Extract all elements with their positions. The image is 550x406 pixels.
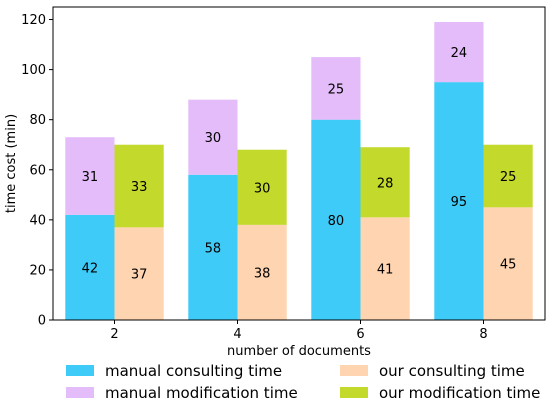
- x-axis-label: number of documents: [227, 344, 371, 359]
- bar-value-label: 41: [377, 263, 394, 278]
- bar-value-label: 25: [500, 170, 517, 185]
- y-tick-label: 0: [38, 314, 46, 329]
- x-axis: 2 4 6 8: [110, 320, 488, 342]
- bar-value-label: 28: [377, 176, 394, 191]
- y-tick-label: 120: [21, 13, 46, 28]
- bar-manual-consulting-time-4: [188, 174, 238, 320]
- bar-value-label: 38: [254, 266, 271, 281]
- bar-value-label: 37: [131, 268, 148, 283]
- bar-our-consulting-time-4: [237, 224, 287, 320]
- y-tick-label: 20: [29, 263, 46, 278]
- plot-frame: [52, 6, 546, 321]
- legend-swatch: [340, 365, 368, 376]
- bars-layer: [65, 22, 533, 321]
- y-tick-label: 40: [29, 213, 46, 228]
- bar-value-label: 58: [205, 241, 222, 256]
- bar-manual-consulting-time-2: [65, 214, 115, 320]
- bar-manual-consulting-time-8: [434, 82, 484, 321]
- legend-swatch: [66, 365, 94, 376]
- bar-manual-modification-time-2: [65, 137, 115, 215]
- bar-value-label: 42: [82, 261, 99, 276]
- x-tick-label: 2: [110, 327, 118, 342]
- bar-value-label: 95: [451, 195, 468, 210]
- bar-value-label: 24: [451, 46, 468, 61]
- x-tick-label: 6: [356, 327, 364, 342]
- bar-our-modification-time-2: [114, 144, 164, 228]
- y-tick-label: 100: [21, 63, 46, 78]
- legend-label: manual consulting time: [105, 362, 282, 380]
- bar-our-consulting-time-8: [483, 207, 533, 320]
- legend-label: manual modification time: [105, 384, 298, 402]
- bar-our-consulting-time-2: [114, 227, 164, 320]
- bar-value-labels: 42 31 37 33 58 30 38 30 80 25 41 28 95 24 45 25: [82, 46, 517, 283]
- y-axis: 0 20 40 60 80 100 120: [21, 13, 53, 329]
- legend-swatch: [66, 387, 94, 398]
- bar-value-label: 33: [131, 180, 148, 195]
- bar-manual-modification-time-8: [434, 22, 484, 83]
- y-tick-label: 80: [29, 113, 46, 128]
- bar-our-consulting-time-6: [360, 217, 410, 320]
- bar-value-label: 30: [254, 181, 271, 196]
- bar-value-label: 80: [328, 214, 345, 229]
- y-tick-label: 60: [29, 163, 46, 178]
- bar-value-label: 30: [205, 131, 222, 146]
- bar-value-label: 31: [82, 170, 99, 185]
- legend-swatch: [340, 387, 368, 398]
- legend: manual consulting time our consulting tim…: [66, 362, 540, 402]
- bar-manual-modification-time-4: [188, 99, 238, 175]
- legend-label: our consulting time: [379, 362, 525, 380]
- bar-manual-consulting-time-6: [311, 119, 361, 321]
- bar-our-modification-time-8: [483, 144, 533, 208]
- x-tick-label: 8: [479, 327, 487, 342]
- bar-manual-modification-time-6: [311, 57, 361, 120]
- bar-value-label: 25: [328, 82, 345, 97]
- x-tick-label: 4: [233, 327, 241, 342]
- bar-our-modification-time-4: [237, 149, 287, 225]
- legend-label: our modification time: [379, 384, 540, 402]
- bar-our-modification-time-6: [360, 147, 410, 218]
- y-axis-label: time cost (min): [4, 114, 19, 213]
- bar-value-label: 45: [500, 258, 517, 273]
